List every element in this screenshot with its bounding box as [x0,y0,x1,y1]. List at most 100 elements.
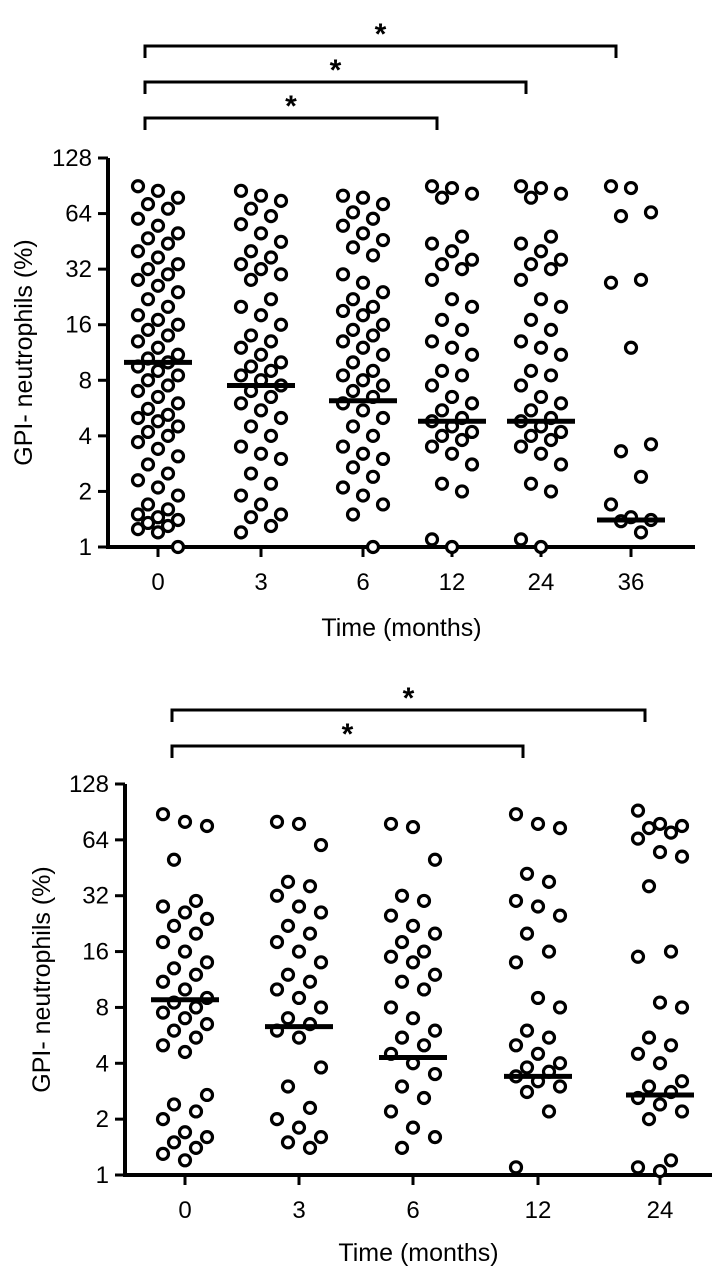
data-point [177,905,193,920]
data-point [263,334,279,349]
data-point [464,347,480,362]
data-point [553,424,569,440]
data-point [533,539,549,555]
data-point [427,852,443,867]
data-point [263,292,279,307]
data-point [130,211,146,226]
data-point [273,267,289,282]
data-point [553,396,569,411]
significance-star: * [375,18,387,51]
data-point [199,911,215,926]
data-point [170,317,186,332]
data-point [150,510,166,525]
data-point [523,312,539,327]
data-point [553,186,569,201]
data-point [434,403,450,418]
data-point [434,257,450,272]
data-point [155,1005,171,1020]
y-tick-label: 8 [79,367,92,394]
data-point [464,186,480,201]
data-point [291,1120,307,1135]
data-point [641,821,657,836]
data-point [523,403,539,418]
data-point [280,874,296,889]
data-point [233,257,249,272]
data-point [434,476,450,491]
x-tick-label: 3 [292,1197,305,1224]
data-point [140,515,156,531]
data-point [663,1153,679,1168]
data-point [345,460,361,475]
data-point [263,518,279,534]
data-point [552,908,568,923]
data-point [394,1140,410,1155]
data-point [603,179,619,194]
data-point [405,918,421,934]
x-axis-label: Time (months) [321,614,481,642]
significance-bracket [170,744,525,758]
data-point [365,248,381,263]
data-point [427,1066,443,1082]
data-point [170,257,186,272]
data-point [130,383,146,399]
data-point [427,926,443,941]
significance-star: * [285,90,297,123]
data-point [170,396,186,411]
x-tick-label: 0 [178,1197,191,1224]
data-point [416,1090,432,1106]
data-point [160,267,176,282]
data-point [613,209,629,224]
data-point [519,1060,535,1075]
data-point [150,441,166,456]
data-point [444,180,460,196]
data-point [454,262,470,277]
data-point [188,1030,204,1045]
data-point [150,414,166,429]
data-point [280,1011,296,1026]
data-point [603,275,619,290]
data-point [424,179,440,194]
data-point [150,340,166,355]
data-point [424,272,440,287]
data-point [233,488,249,503]
data-point [643,437,659,452]
data-point [291,816,307,832]
data-point [652,844,668,860]
data-point [188,926,204,941]
data-point [233,217,249,232]
data-point [345,292,361,307]
data-point [533,244,549,259]
data-point [427,967,443,982]
data-point [140,231,156,246]
data-point [253,188,269,203]
data-point [233,340,249,355]
data-point [365,539,381,555]
data-point [269,888,285,903]
data-point [166,961,182,976]
data-point [434,312,450,327]
data-point [291,944,307,959]
data-point [302,926,318,941]
y-tick-label: 8 [96,994,109,1021]
data-point [166,1023,182,1038]
data-point [530,1046,546,1061]
data-point [345,322,361,337]
data-point [427,1023,443,1038]
y-tick-label: 128 [52,145,92,172]
data-point [140,373,156,388]
data-point [652,816,668,832]
data-point [552,821,568,836]
y-tick-label: 64 [65,201,92,228]
data-point [155,807,171,822]
data-point [166,918,182,934]
y-tick-label: 128 [69,771,109,798]
data-point [444,446,460,461]
data-point [140,424,156,440]
data-point [355,403,371,418]
data-point [553,457,569,472]
data-point [233,439,249,454]
data-point [233,299,249,314]
data-point [523,257,539,272]
